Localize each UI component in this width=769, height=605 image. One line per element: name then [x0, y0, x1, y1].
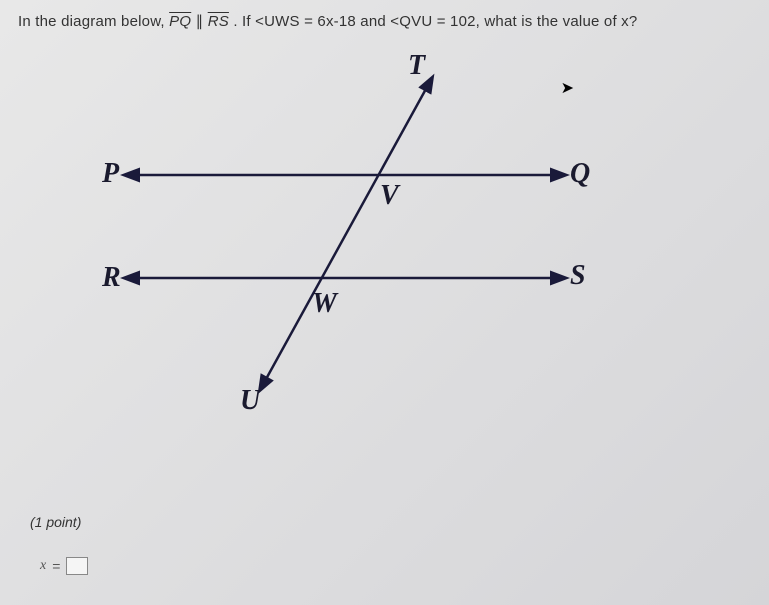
- q-prefix: In the diagram below,: [18, 13, 169, 30]
- q-seg1: PQ: [169, 13, 191, 30]
- label-t: T: [408, 50, 425, 82]
- q-parallel: ∥: [196, 13, 208, 30]
- q-seg2: RS: [208, 13, 229, 30]
- question-text: In the diagram below, PQ ∥ RS . If <UWS …: [18, 12, 637, 30]
- answer-input[interactable]: [66, 557, 88, 575]
- label-q: Q: [570, 158, 590, 190]
- answer-equals: =: [52, 558, 60, 574]
- label-v: V: [380, 180, 399, 212]
- line-ut: [260, 78, 432, 390]
- answer-row: x =: [40, 557, 88, 575]
- label-s: S: [570, 260, 586, 292]
- label-w: W: [312, 288, 337, 320]
- label-p: P: [102, 158, 119, 190]
- geometry-diagram: T P Q V R S W U: [80, 50, 640, 430]
- label-u: U: [240, 385, 260, 417]
- answer-variable: x: [40, 558, 46, 574]
- label-r: R: [102, 262, 121, 294]
- points-label: (1 point): [30, 514, 81, 530]
- diagram-svg: [80, 50, 640, 430]
- q-middle: . If <UWS = 6x-18 and <QVU = 102, what i…: [233, 13, 637, 30]
